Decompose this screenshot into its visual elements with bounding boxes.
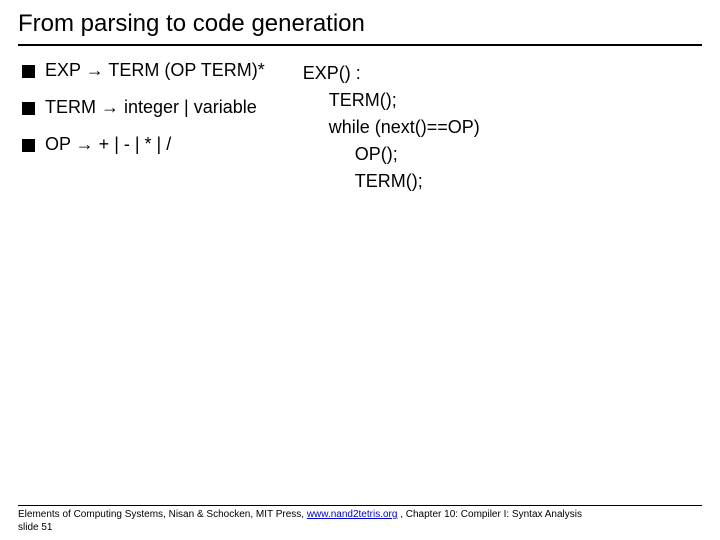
pseudocode-block: EXP() : TERM(); while (next()==OP) OP();… bbox=[303, 60, 480, 195]
slide-container: From parsing to code generation EXP → TE… bbox=[0, 0, 720, 540]
code-line: while (next()==OP) bbox=[303, 114, 480, 141]
grammar-column: EXP → TERM (OP TERM)* TERM → integer | v… bbox=[18, 60, 265, 195]
slide-title: From parsing to code generation bbox=[18, 10, 702, 46]
code-line: TERM(); bbox=[303, 168, 480, 195]
square-bullet-icon bbox=[22, 139, 35, 152]
footer-link[interactable]: www.nand2tetris.org bbox=[307, 509, 398, 520]
code-line: OP(); bbox=[303, 141, 480, 168]
content-area: EXP → TERM (OP TERM)* TERM → integer | v… bbox=[18, 60, 702, 195]
code-line: TERM(); bbox=[303, 87, 480, 114]
grammar-rule: EXP → TERM (OP TERM)* bbox=[22, 60, 265, 81]
grammar-rule-text: OP → + | - | * | / bbox=[45, 134, 171, 155]
square-bullet-icon bbox=[22, 65, 35, 78]
grammar-rule: TERM → integer | variable bbox=[22, 97, 265, 118]
footer-prefix: Elements of Computing Systems, Nisan & S… bbox=[18, 509, 307, 520]
footer-suffix: , Chapter 10: Compiler I: Syntax Analysi… bbox=[397, 509, 582, 520]
footer-citation: Elements of Computing Systems, Nisan & S… bbox=[18, 509, 702, 522]
square-bullet-icon bbox=[22, 102, 35, 115]
slide-number: slide 51 bbox=[18, 522, 702, 535]
grammar-rule: OP → + | - | * | / bbox=[22, 134, 265, 155]
code-column: EXP() : TERM(); while (next()==OP) OP();… bbox=[295, 60, 480, 195]
grammar-rule-text: TERM → integer | variable bbox=[45, 97, 257, 118]
slide-footer: Elements of Computing Systems, Nisan & S… bbox=[18, 505, 702, 534]
code-line: EXP() : bbox=[303, 60, 480, 87]
grammar-rule-text: EXP → TERM (OP TERM)* bbox=[45, 60, 265, 81]
